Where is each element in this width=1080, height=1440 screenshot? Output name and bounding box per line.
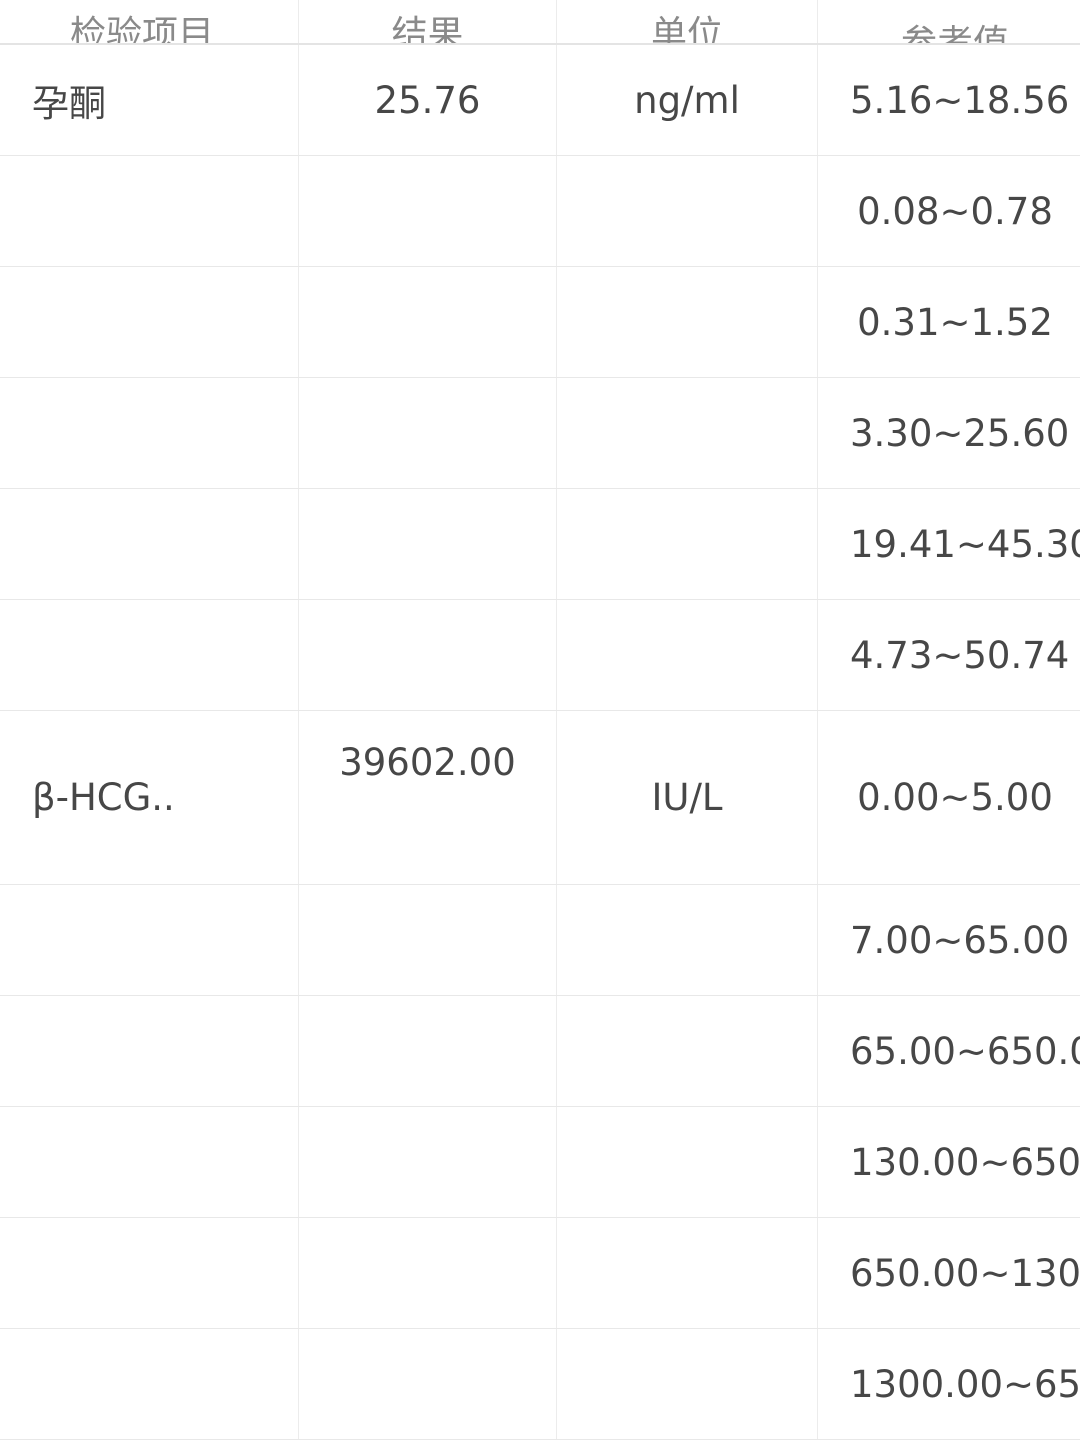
table-row: 1300.00~650 [0, 1329, 1080, 1440]
item-cell [0, 267, 299, 377]
reference-cell: 4.73~50.74 [818, 600, 1080, 710]
item-cell [0, 1218, 299, 1328]
reference-cell: 130.00~6500 [818, 1107, 1080, 1217]
unit-cell [557, 1329, 818, 1439]
reference-cell: 650.00~1300 [818, 1218, 1080, 1328]
unit-cell [557, 885, 818, 995]
table-row: 19.41~45.30 [0, 489, 1080, 600]
reference-cell-text: 0.31~1.52 [857, 301, 1053, 344]
result-cell: 25.76 [299, 45, 557, 155]
reference-cell: 0.08~0.78 [818, 156, 1080, 266]
reference-cell: 5.16~18.56 [818, 45, 1080, 155]
reference-cell-text: 1300.00~650 [850, 1363, 1080, 1406]
header-reference: 参考值 [818, 0, 1080, 43]
reference-cell-text: 4.73~50.74 [850, 634, 1070, 677]
table-row: 130.00~6500 [0, 1107, 1080, 1218]
reference-cell: 7.00~65.00 [818, 885, 1080, 995]
table-row: 3.30~25.60 [0, 378, 1080, 489]
unit-cell [557, 156, 818, 266]
reference-cell: 19.41~45.30 [818, 489, 1080, 599]
table-row: 0.31~1.52 [0, 267, 1080, 378]
table-header: 检验项目 结果 单位 参考值 [0, 0, 1080, 45]
result-cell-text: 25.76 [374, 78, 481, 122]
header-unit-label: 单位 [650, 14, 723, 43]
result-cell [299, 489, 557, 599]
table-row: 7.00~65.00 [0, 885, 1080, 996]
item-cell [0, 1329, 299, 1439]
reference-cell-text: 5.16~18.56 [850, 79, 1070, 122]
result-cell [299, 885, 557, 995]
result-cell [299, 1329, 557, 1439]
reference-cell-text: 650.00~1300 [850, 1252, 1080, 1295]
table-row: β-HCG.. 39602.00 IU/L 0.00~5.00 [0, 711, 1080, 885]
reference-cell-text: 19.41~45.30 [850, 523, 1080, 566]
item-cell [0, 600, 299, 710]
table-row: 0.08~0.78 [0, 156, 1080, 267]
item-cell [0, 156, 299, 266]
reference-cell-text: 130.00~6500 [850, 1141, 1080, 1184]
header-item-label: 检验项目 [70, 14, 215, 43]
item-cell [0, 885, 299, 995]
unit-cell [557, 1107, 818, 1217]
unit-cell [557, 378, 818, 488]
result-cell-text: 39602.00 [339, 741, 516, 784]
reference-cell: 3.30~25.60 [818, 378, 1080, 488]
result-cell [299, 1218, 557, 1328]
table-row: 65.00~650.0 [0, 996, 1080, 1107]
unit-cell-text: IU/L [651, 776, 723, 819]
reference-cell: 1300.00~650 [818, 1329, 1080, 1439]
reference-cell-text: 0.00~5.00 [857, 776, 1053, 819]
reference-cell-text: 0.08~0.78 [857, 190, 1053, 233]
unit-cell-text: ng/ml [634, 78, 740, 122]
item-cell [0, 489, 299, 599]
unit-cell [557, 489, 818, 599]
item-cell: 孕酮 [0, 45, 299, 155]
item-cell [0, 378, 299, 488]
result-cell [299, 600, 557, 710]
reference-cell: 65.00~650.0 [818, 996, 1080, 1106]
item-cell-text: 孕酮 [32, 82, 106, 125]
item-cell-text: β-HCG.. [32, 776, 175, 819]
unit-cell [557, 267, 818, 377]
unit-cell: IU/L [557, 711, 818, 884]
table-row: 650.00~1300 [0, 1218, 1080, 1329]
unit-cell [557, 996, 818, 1106]
result-cell [299, 156, 557, 266]
header-reference-label: 参考值 [901, 14, 1009, 43]
header-result: 结果 [299, 0, 557, 43]
result-cell: 39602.00 [299, 711, 557, 884]
result-cell [299, 996, 557, 1106]
reference-cell-text: 7.00~65.00 [850, 919, 1070, 962]
table-row: 孕酮 25.76 ng/ml 5.16~18.56 [0, 45, 1080, 156]
unit-cell: ng/ml [557, 45, 818, 155]
item-cell: β-HCG.. [0, 711, 299, 884]
unit-cell [557, 600, 818, 710]
reference-cell-text: 65.00~650.0 [850, 1030, 1080, 1073]
header-result-label: 结果 [391, 14, 464, 43]
result-cell [299, 1107, 557, 1217]
header-item: 检验项目 [0, 0, 299, 43]
header-unit: 单位 [557, 0, 818, 43]
table-row: 4.73~50.74 [0, 600, 1080, 711]
result-cell [299, 267, 557, 377]
result-cell [299, 378, 557, 488]
reference-cell-text: 3.30~25.60 [850, 412, 1070, 455]
item-cell [0, 996, 299, 1106]
reference-cell: 0.31~1.52 [818, 267, 1080, 377]
item-cell [0, 1107, 299, 1217]
unit-cell [557, 1218, 818, 1328]
reference-cell: 0.00~5.00 [818, 711, 1080, 884]
